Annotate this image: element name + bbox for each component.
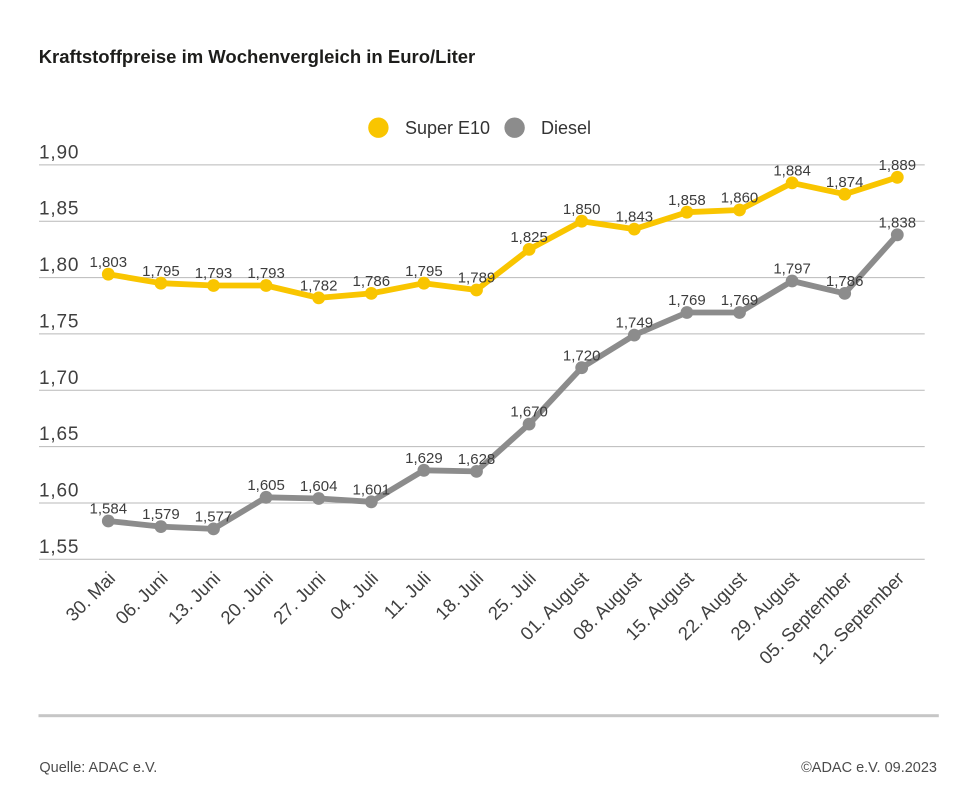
svg-text:1,889: 1,889 <box>879 157 917 174</box>
svg-text:1,793: 1,793 <box>195 265 233 282</box>
svg-text:1,628: 1,628 <box>458 451 496 468</box>
svg-text:1,795: 1,795 <box>142 263 180 280</box>
svg-text:1,55: 1,55 <box>39 537 79 558</box>
svg-text:1,629: 1,629 <box>405 450 443 467</box>
svg-text:1,80: 1,80 <box>39 255 79 276</box>
svg-text:Quelle: ADAC e.V.: Quelle: ADAC e.V. <box>39 760 157 776</box>
svg-text:Super E10: Super E10 <box>405 118 490 138</box>
svg-text:1,577: 1,577 <box>195 509 233 526</box>
svg-text:1,75: 1,75 <box>39 311 79 332</box>
svg-text:1,789: 1,789 <box>458 270 496 287</box>
svg-text:1,749: 1,749 <box>616 315 654 332</box>
svg-text:1,850: 1,850 <box>563 201 601 218</box>
svg-text:1,670: 1,670 <box>510 404 548 421</box>
svg-text:1,843: 1,843 <box>616 209 654 226</box>
svg-text:Diesel: Diesel <box>541 118 591 138</box>
svg-text:1,782: 1,782 <box>300 278 338 295</box>
svg-text:1,584: 1,584 <box>90 501 128 518</box>
svg-text:1,604: 1,604 <box>300 478 338 495</box>
svg-text:1,838: 1,838 <box>879 214 917 231</box>
svg-text:1,720: 1,720 <box>563 347 601 364</box>
svg-text:©ADAC e.V. 09.2023: ©ADAC e.V. 09.2023 <box>801 760 937 776</box>
svg-text:1,860: 1,860 <box>721 190 759 207</box>
svg-text:1,579: 1,579 <box>142 506 180 523</box>
svg-text:1,605: 1,605 <box>247 477 285 494</box>
svg-text:1,795: 1,795 <box>405 263 443 280</box>
svg-text:1,90: 1,90 <box>39 142 79 163</box>
svg-text:1,884: 1,884 <box>773 163 811 180</box>
svg-text:1,65: 1,65 <box>39 424 79 445</box>
svg-text:1,769: 1,769 <box>721 292 759 309</box>
svg-text:1,70: 1,70 <box>39 368 79 389</box>
svg-text:1,786: 1,786 <box>826 273 864 290</box>
svg-text:1,825: 1,825 <box>510 229 548 246</box>
svg-text:1,601: 1,601 <box>353 481 391 498</box>
svg-text:1,858: 1,858 <box>668 192 706 209</box>
svg-text:1,769: 1,769 <box>668 292 706 309</box>
svg-text:1,793: 1,793 <box>247 265 285 282</box>
svg-text:1,874: 1,874 <box>826 174 864 191</box>
svg-text:1,786: 1,786 <box>353 273 391 290</box>
svg-text:1,803: 1,803 <box>90 254 128 271</box>
svg-text:1,85: 1,85 <box>39 199 79 220</box>
svg-text:1,797: 1,797 <box>773 261 811 278</box>
svg-text:Kraftstoffpreise im Wochenverg: Kraftstoffpreise im Wochenvergleich in E… <box>39 46 476 67</box>
svg-text:1,60: 1,60 <box>39 481 79 502</box>
